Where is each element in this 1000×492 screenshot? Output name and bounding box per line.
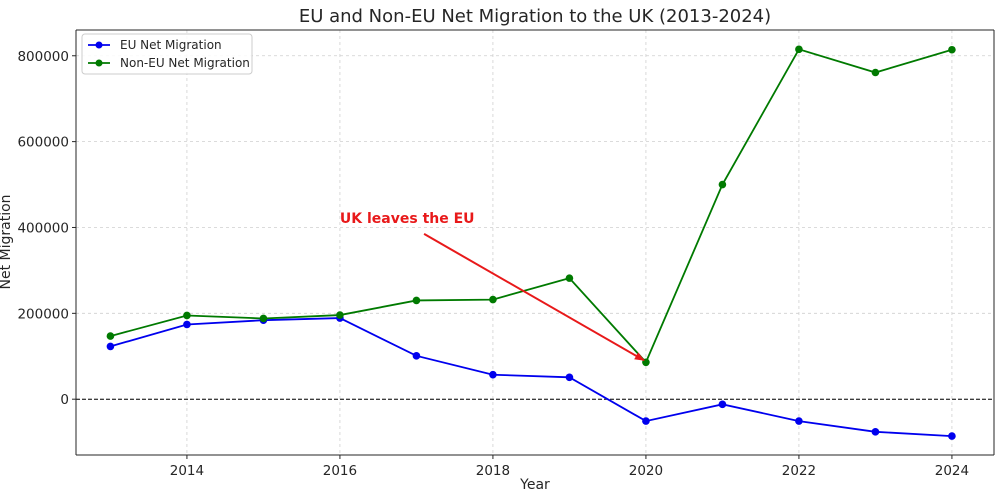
data-point	[642, 417, 650, 425]
data-point	[871, 428, 880, 436]
legend-box	[81, 33, 253, 75]
x-tick-label: 2020	[629, 463, 663, 479]
data-point	[412, 352, 421, 360]
data-point	[871, 68, 880, 77]
data-point	[183, 311, 191, 320]
y-tick-label: 200000	[17, 306, 69, 322]
data-point	[489, 370, 497, 379]
series-eu	[106, 314, 956, 440]
x-tick-label: 2022	[782, 463, 816, 479]
data-point	[106, 332, 115, 340]
legend: EU Net Migration Non-EU Net Migration	[81, 33, 253, 75]
annotation: UK leaves the EU	[340, 211, 645, 362]
y-tick-label: 600000	[17, 135, 69, 151]
data-point	[259, 314, 268, 323]
data-point	[489, 295, 497, 304]
data-point	[948, 432, 956, 440]
axes: 2014 2016 2018 2020 2022 2024 0 200000 400000 600…	[17, 29, 995, 479]
data-point	[183, 320, 191, 329]
data-point	[106, 342, 115, 351]
annotation-arrow	[423, 233, 645, 362]
y-tick-label: 400000	[17, 220, 69, 236]
data-point	[565, 373, 574, 382]
data-point	[948, 45, 956, 54]
legend-marker	[95, 41, 103, 49]
grid	[76, 30, 994, 455]
data-point	[795, 417, 803, 425]
legend-item: EU Net Migration	[88, 38, 222, 52]
y-tick-label: 0	[60, 392, 69, 408]
x-axis-label: Year	[519, 477, 550, 492]
legend-marker	[95, 59, 103, 67]
annotation-text: UK leaves the EU	[340, 211, 475, 227]
data-point	[718, 400, 727, 409]
series-layer	[106, 45, 956, 440]
data-point	[565, 274, 574, 282]
x-tick-label: 2018	[476, 463, 510, 479]
series-line	[110, 317, 952, 438]
data-point	[795, 45, 803, 54]
series-line	[110, 48, 953, 364]
series-non-eu	[106, 45, 956, 367]
legend-label: EU Net Migration	[120, 38, 222, 52]
data-point	[718, 180, 727, 189]
x-tick-label: 2014	[170, 463, 204, 479]
y-tick-label: 800000	[17, 49, 69, 65]
x-tick-label: 2016	[323, 463, 357, 479]
data-point	[412, 296, 421, 305]
y-axis-label: Net Migration	[0, 194, 14, 289]
chart-title: EU and Non-EU Net Migration to the UK (2…	[299, 6, 771, 27]
legend-label: Non-EU Net Migration	[120, 56, 250, 70]
data-point	[336, 311, 344, 319]
x-tick-label: 2024	[935, 463, 969, 479]
legend-item: Non-EU Net Migration	[88, 56, 250, 70]
